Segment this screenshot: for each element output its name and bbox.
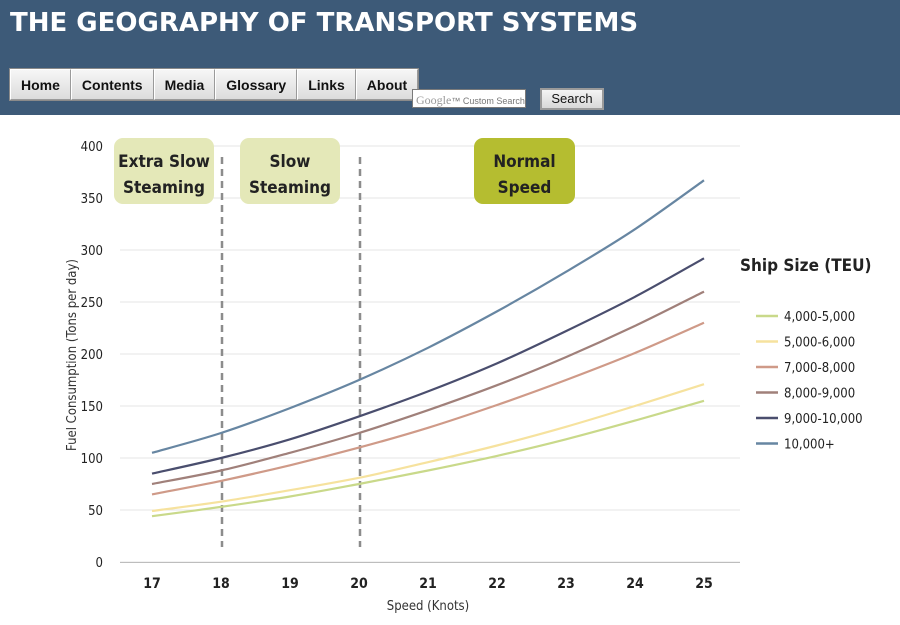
speed-regions: Extra Slow Steaming Slow Steaming Normal Spee… [114, 138, 575, 547]
nav-links[interactable]: Links [297, 69, 356, 100]
legend-label: 5,000-6,000 [784, 336, 855, 351]
series-line [151, 257, 705, 475]
x-tick-label: 22 [488, 576, 506, 592]
y-tick-label: 250 [81, 296, 103, 311]
y-tick-labels: 0 50 100 150 200 250 300 350 400 [81, 140, 103, 571]
series-line [151, 399, 705, 518]
search-input[interactable]: Google™ Custom Search [412, 89, 526, 108]
nav-contents[interactable]: Contents [70, 69, 154, 100]
y-tick-label: 400 [81, 140, 103, 155]
site-title: THE GEOGRAPHY OF TRANSPORT SYSTEMS [10, 8, 639, 38]
x-axis-label: Speed (Knots) [387, 599, 469, 614]
speed-region-label: Steaming [249, 178, 331, 198]
speed-region-label: Steaming [123, 178, 205, 198]
x-tick-label: 21 [419, 576, 437, 592]
series-line [151, 383, 705, 513]
y-tick-label: 300 [81, 244, 103, 259]
site-header: THE GEOGRAPHY OF TRANSPORT SYSTEMS Home … [0, 0, 900, 115]
series-line [151, 321, 705, 496]
y-tick-label: 200 [81, 348, 103, 363]
speed-region-label: Extra Slow [118, 152, 210, 172]
y-tick-label: 50 [88, 504, 103, 519]
grid-lines [120, 145, 740, 563]
speed-region-badge [114, 138, 214, 204]
legend-label: 9,000-10,000 [784, 412, 863, 427]
y-axis-label: Fuel Consumption (Tons per day) [65, 259, 80, 451]
search-button[interactable]: Search [540, 88, 604, 110]
series-line [151, 179, 705, 454]
legend-label: 7,000-8,000 [784, 361, 855, 376]
legend-label: 8,000-9,000 [784, 387, 855, 402]
x-tick-label: 18 [212, 576, 230, 592]
main-nav: Home Contents Media Glossary Links About [9, 68, 420, 101]
x-tick-label: 17 [143, 576, 161, 592]
x-tick-label: 25 [695, 576, 713, 592]
speed-region-label: Normal [493, 152, 555, 172]
x-tick-label: 23 [557, 576, 575, 592]
speed-region-badge [240, 138, 340, 204]
x-tick-label: 20 [350, 576, 368, 592]
nav-about[interactable]: About [355, 69, 419, 100]
fuel-consumption-chart: 0 50 100 150 200 250 300 350 400 17 18 19 20 21 22 23 2… [65, 138, 872, 614]
nav-home[interactable]: Home [10, 69, 71, 100]
speed-region-label: Speed [498, 178, 552, 198]
y-tick-label: 150 [81, 400, 103, 415]
legend-label: 10,000+ [784, 438, 835, 453]
legend-title: Ship Size (TEU) [740, 256, 872, 276]
x-tick-label: 24 [626, 576, 644, 592]
google-logo: Google [416, 93, 452, 107]
speed-region-badge [474, 138, 575, 204]
y-tick-label: 0 [96, 556, 103, 571]
search-placeholder: Custom Search [462, 96, 525, 106]
nav-glossary[interactable]: Glossary [215, 69, 298, 100]
series-lines [151, 179, 705, 518]
series-line [151, 290, 705, 486]
speed-region-label: Slow [270, 152, 311, 172]
legend-label: 4,000-5,000 [784, 310, 855, 325]
y-tick-label: 350 [81, 192, 103, 207]
x-tick-label: 19 [281, 576, 299, 592]
legend: Ship Size (TEU) 4,000-5,000 5,000-6,000 7,0… [740, 256, 872, 453]
y-tick-label: 100 [81, 452, 103, 467]
x-tick-labels: 17 18 19 20 21 22 23 24 25 [143, 576, 713, 592]
nav-media[interactable]: Media [153, 69, 216, 100]
